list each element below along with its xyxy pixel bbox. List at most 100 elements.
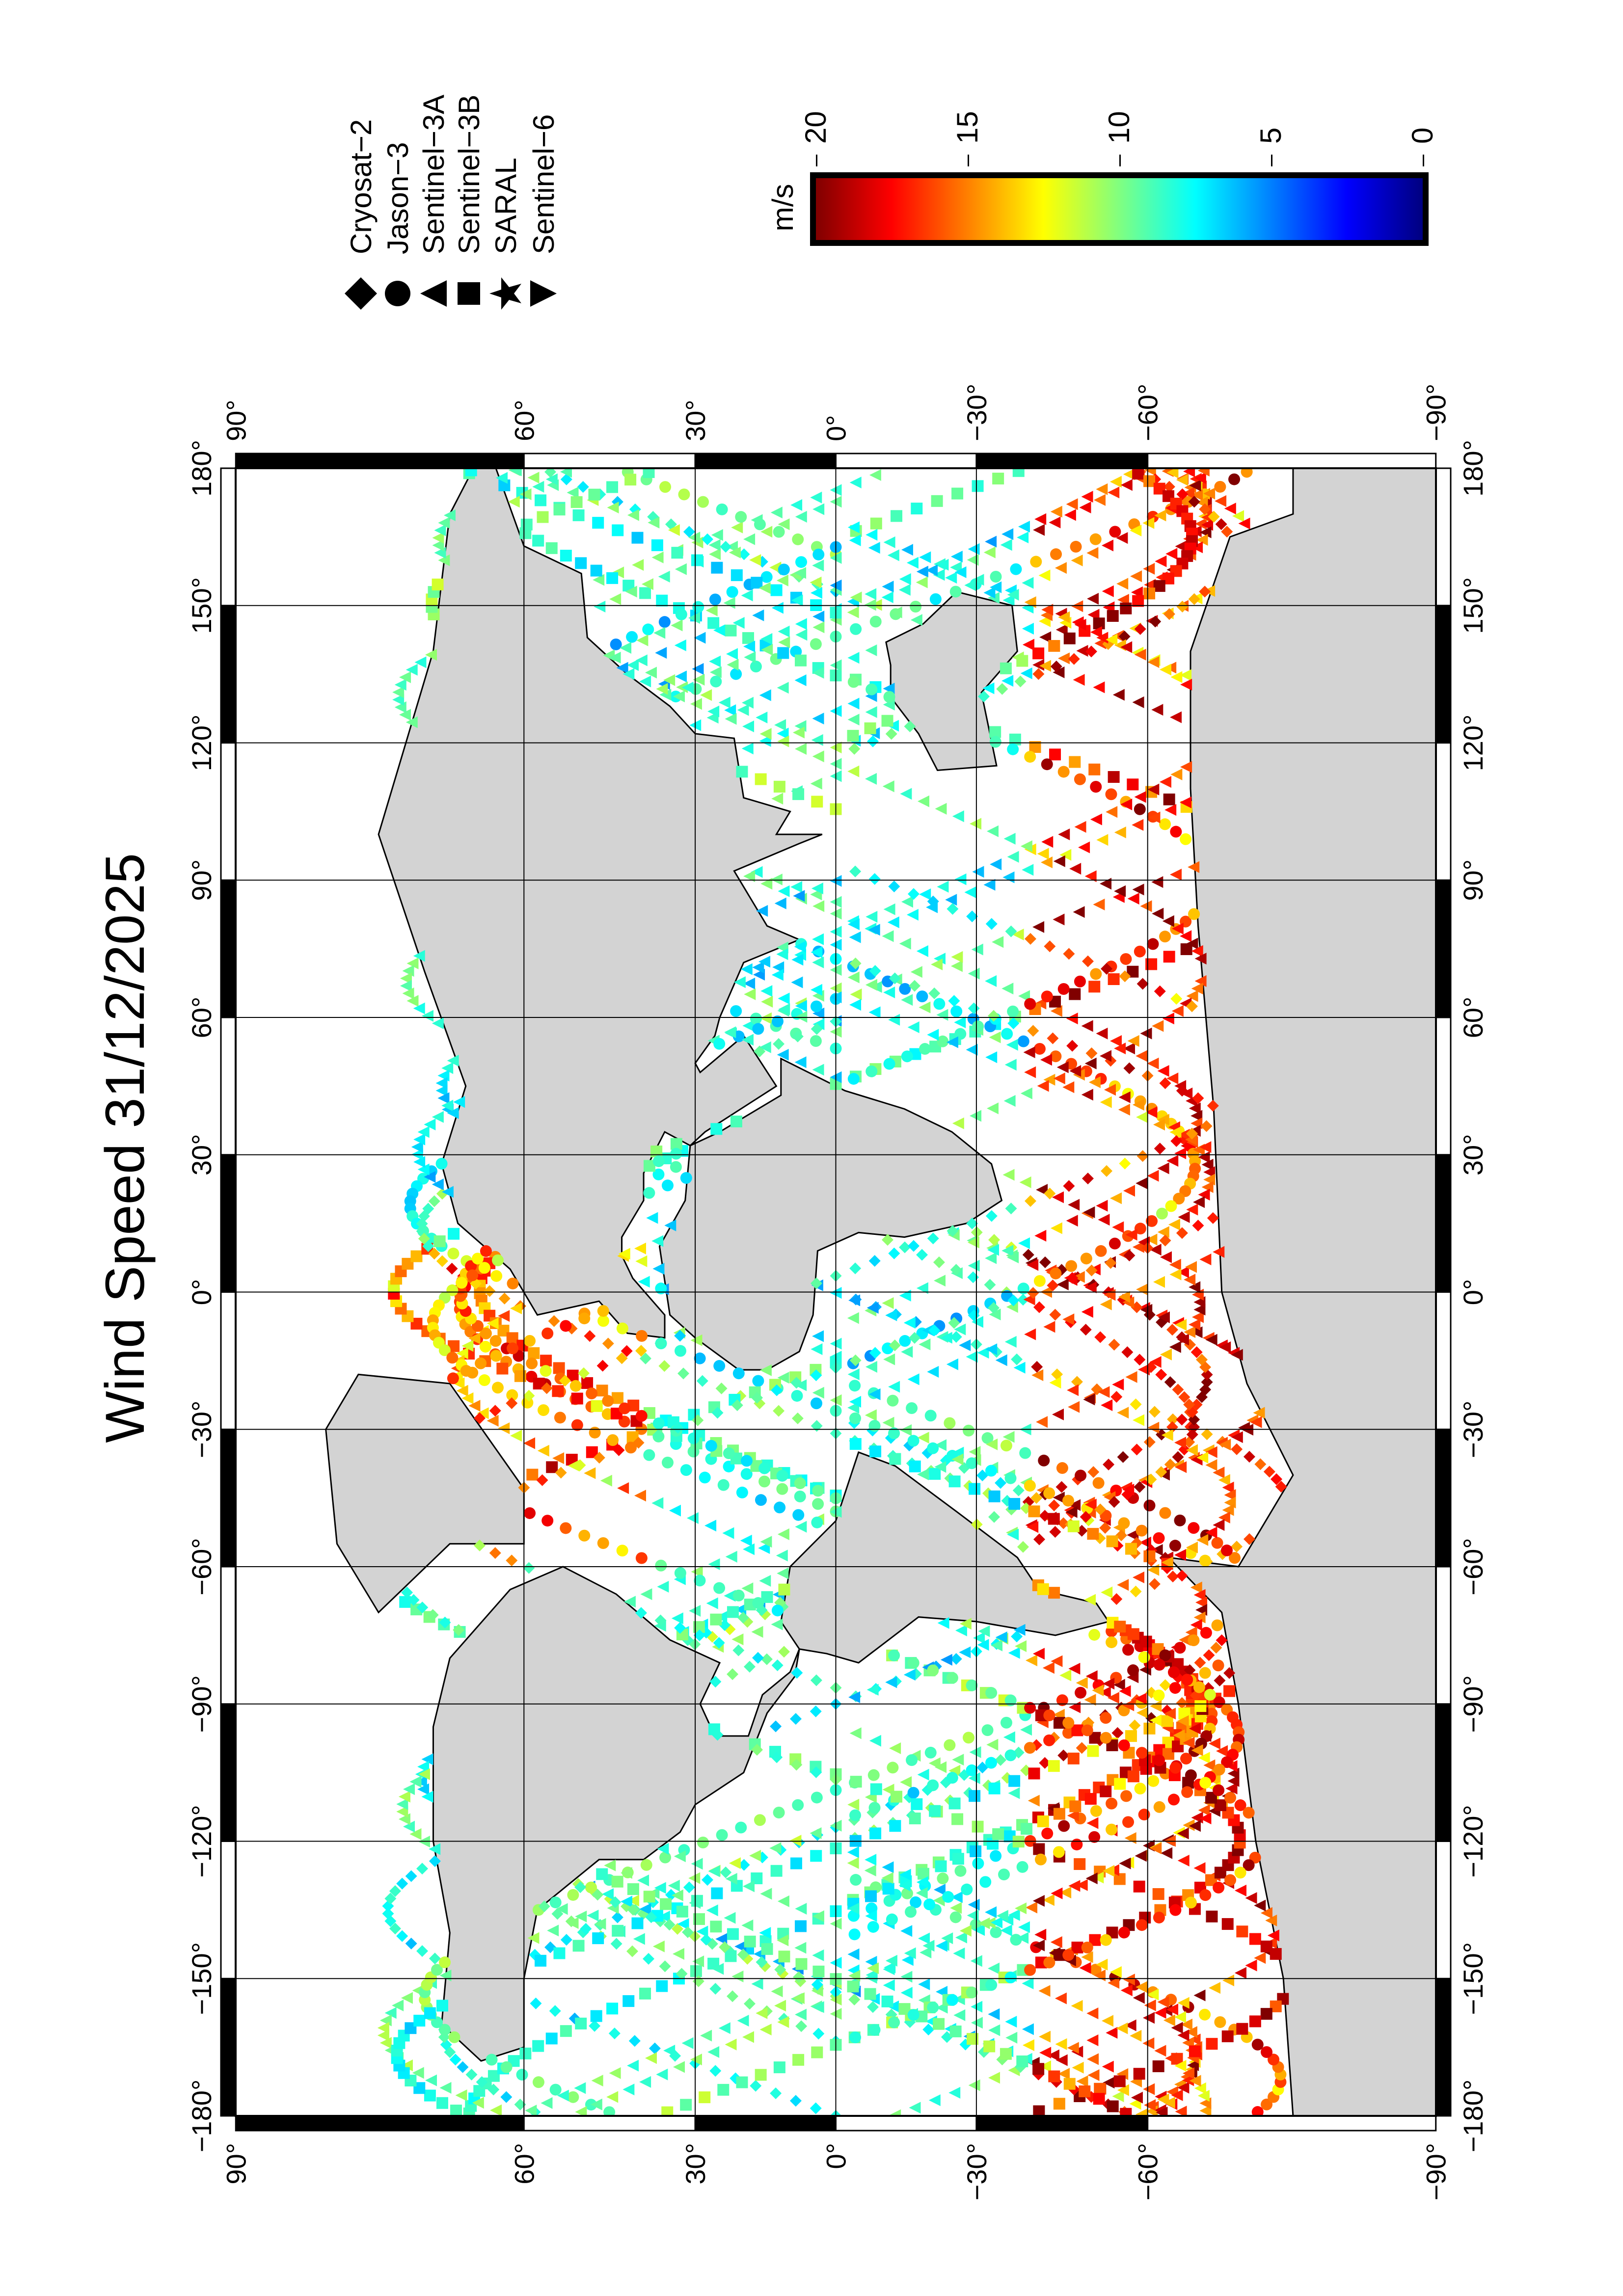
- track-point: [924, 1746, 937, 1759]
- track-point: [607, 502, 619, 514]
- track-point: [1251, 2038, 1264, 2051]
- track-point: [741, 1034, 754, 1046]
- track-point: [1199, 526, 1212, 538]
- track-point: [1225, 1760, 1238, 1772]
- track-point: [1033, 524, 1045, 536]
- track-point: [1062, 1495, 1074, 1507]
- track-point: [789, 1835, 802, 1847]
- track-point: [777, 682, 789, 694]
- track-point: [756, 1956, 768, 1968]
- track-point: [581, 1377, 594, 1389]
- longitude-label: 150°: [186, 577, 217, 634]
- track-point: [1063, 1180, 1075, 1192]
- track-point: [791, 976, 803, 988]
- track-point: [1153, 1276, 1165, 1288]
- longitude-label: −60°: [186, 1538, 217, 1595]
- track-point: [379, 2037, 392, 2049]
- track-point: [1123, 1974, 1135, 1986]
- track-point: [1028, 1794, 1040, 1807]
- track-point: [392, 686, 405, 698]
- track-point: [954, 873, 967, 885]
- frame-segment: [220, 1154, 237, 1293]
- track-point: [1136, 1050, 1148, 1062]
- track-point: [812, 1018, 825, 1030]
- track-point: [1100, 1732, 1112, 1744]
- track-point: [1043, 1734, 1055, 1746]
- track-point: [1153, 580, 1165, 592]
- longitude-label: 0°: [186, 1279, 217, 1306]
- track-point: [1221, 1918, 1234, 1930]
- track-point: [1090, 1805, 1102, 1817]
- track-point: [1183, 487, 1195, 499]
- track-point: [560, 1934, 572, 1946]
- track-point: [1113, 1679, 1125, 1691]
- track-point: [456, 1277, 468, 1289]
- track-point: [489, 2104, 502, 2116]
- track-point: [952, 1117, 964, 1129]
- track-point: [1174, 1642, 1186, 1654]
- track-point: [1032, 659, 1045, 671]
- track-point: [712, 1963, 724, 1975]
- frame-segment: [1435, 1977, 1452, 2117]
- track-point: [969, 1790, 981, 1802]
- track-point: [1191, 489, 1203, 501]
- track-point: [1136, 1919, 1148, 1931]
- track-point: [769, 1842, 782, 1854]
- track-point: [619, 1402, 631, 1415]
- track-point: [1118, 1517, 1130, 1529]
- track-point: [590, 564, 602, 577]
- track-point: [567, 1369, 579, 1382]
- track-point: [1078, 841, 1090, 854]
- track-point: [1057, 652, 1070, 665]
- track-point: [1010, 563, 1022, 575]
- track-point: [736, 1486, 748, 1498]
- track-point: [996, 1910, 1008, 1922]
- track-point: [1000, 1716, 1012, 1729]
- track-point: [424, 2089, 436, 2102]
- track-point: [507, 1278, 519, 1290]
- track-point: [778, 1950, 790, 1963]
- track-point: [866, 529, 878, 541]
- track-point: [1085, 1264, 1098, 1277]
- track-point: [1043, 1956, 1055, 1969]
- latitude-label: 0°: [821, 415, 852, 441]
- track-point: [731, 1633, 744, 1646]
- track-point: [413, 950, 425, 962]
- track-point: [528, 1347, 540, 1359]
- track-point: [1245, 1959, 1257, 1972]
- track-point: [1175, 1319, 1187, 1331]
- track-point: [1088, 981, 1101, 993]
- track-point: [567, 486, 579, 499]
- track-point: [428, 1248, 440, 1260]
- track-point: [421, 1790, 433, 1803]
- track-point: [709, 593, 721, 606]
- track-point: [1124, 2019, 1136, 2031]
- track-point: [849, 477, 862, 489]
- track-point: [552, 1452, 565, 1464]
- track-point: [1043, 1073, 1055, 1086]
- track-point: [1191, 1311, 1204, 1323]
- track-point: [592, 517, 604, 529]
- track-point: [899, 937, 911, 950]
- track-point: [1033, 1939, 1045, 1951]
- track-point: [639, 587, 651, 599]
- track-point: [1188, 1522, 1200, 1534]
- track-point: [597, 1537, 609, 1549]
- track-point: [1063, 2078, 1076, 2090]
- track-point: [937, 1872, 949, 1885]
- track-point: [1123, 1062, 1136, 1074]
- track-point: [868, 1802, 881, 1814]
- track-point: [1199, 2008, 1211, 2021]
- track-point: [1027, 1287, 1039, 1299]
- track-point: [1189, 2033, 1201, 2046]
- track-point: [743, 533, 756, 545]
- track-point: [1153, 1744, 1165, 1756]
- track-point: [743, 641, 756, 653]
- track-point: [986, 1438, 998, 1450]
- legend-label: Jason−3: [381, 142, 414, 254]
- track-point: [434, 524, 446, 536]
- track-point: [730, 1115, 742, 1127]
- legend-label: Sentinel−3A: [417, 94, 450, 254]
- track-point: [560, 550, 572, 562]
- track-point: [1088, 1831, 1101, 1843]
